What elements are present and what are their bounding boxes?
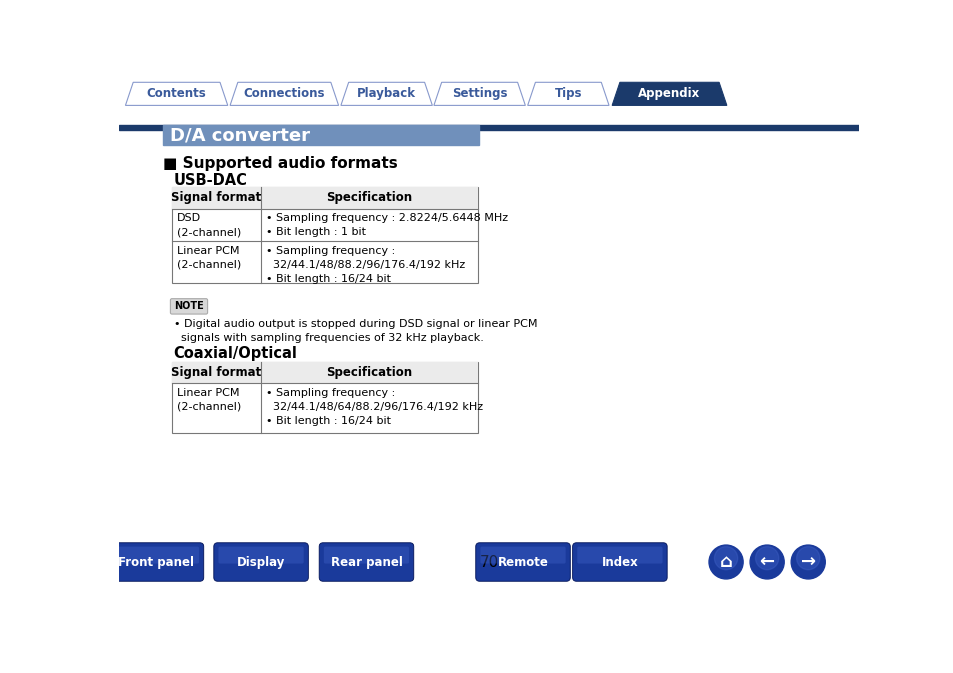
Text: • Sampling frequency :
  32/44.1/48/64/88.2/96/176.4/192 kHz
• Bit length : 16/2: • Sampling frequency : 32/44.1/48/64/88.… xyxy=(266,388,482,426)
Text: Specification: Specification xyxy=(326,366,413,379)
Text: Appendix: Appendix xyxy=(638,87,700,100)
Text: Playback: Playback xyxy=(356,87,416,100)
Text: Signal format: Signal format xyxy=(172,191,261,205)
Polygon shape xyxy=(340,82,432,106)
Polygon shape xyxy=(434,82,525,106)
FancyBboxPatch shape xyxy=(323,546,409,563)
FancyBboxPatch shape xyxy=(213,542,308,581)
Text: ←: ← xyxy=(759,553,774,571)
Text: Linear PCM
(2-channel): Linear PCM (2-channel) xyxy=(176,246,240,270)
Bar xyxy=(172,362,477,433)
Circle shape xyxy=(755,546,778,570)
Text: Display: Display xyxy=(236,555,285,569)
Circle shape xyxy=(796,546,819,570)
Text: Rear panel: Rear panel xyxy=(330,555,402,569)
Polygon shape xyxy=(612,82,726,106)
Text: Specification: Specification xyxy=(326,191,413,205)
Text: Contents: Contents xyxy=(147,87,206,100)
Text: D/A converter: D/A converter xyxy=(170,126,310,144)
Circle shape xyxy=(714,546,737,570)
Text: Tips: Tips xyxy=(554,87,581,100)
Text: Remote: Remote xyxy=(497,555,548,569)
Text: ⌂: ⌂ xyxy=(719,553,732,571)
Text: →: → xyxy=(800,553,815,571)
Polygon shape xyxy=(230,82,338,106)
Bar xyxy=(172,187,477,209)
FancyBboxPatch shape xyxy=(577,546,661,563)
FancyBboxPatch shape xyxy=(480,546,565,563)
Text: Index: Index xyxy=(601,555,638,569)
FancyBboxPatch shape xyxy=(218,546,303,563)
Circle shape xyxy=(790,545,824,579)
Text: Front panel: Front panel xyxy=(118,555,194,569)
FancyBboxPatch shape xyxy=(319,542,414,581)
Text: NOTE: NOTE xyxy=(174,302,204,312)
Polygon shape xyxy=(125,82,228,106)
FancyBboxPatch shape xyxy=(572,542,666,581)
Bar xyxy=(172,187,477,283)
Bar xyxy=(163,125,478,145)
Text: DSD
(2-channel): DSD (2-channel) xyxy=(176,213,240,237)
Polygon shape xyxy=(527,82,608,106)
Text: • Sampling frequency :
  32/44.1/48/88.2/96/176.4/192 kHz
• Bit length : 16/24 b: • Sampling frequency : 32/44.1/48/88.2/9… xyxy=(266,246,464,283)
Text: Linear PCM
(2-channel): Linear PCM (2-channel) xyxy=(176,388,240,412)
Text: Coaxial/Optical: Coaxial/Optical xyxy=(173,347,297,361)
Circle shape xyxy=(749,545,783,579)
Bar xyxy=(119,125,858,130)
Text: Signal format: Signal format xyxy=(172,366,261,379)
FancyBboxPatch shape xyxy=(113,546,199,563)
Circle shape xyxy=(708,545,742,579)
Text: Settings: Settings xyxy=(452,87,507,100)
Text: Connections: Connections xyxy=(243,87,325,100)
Text: • Digital audio output is stopped during DSD signal or linear PCM
  signals with: • Digital audio output is stopped during… xyxy=(174,320,537,343)
Text: 70: 70 xyxy=(478,555,498,569)
Text: ■ Supported audio formats: ■ Supported audio formats xyxy=(163,156,397,171)
FancyBboxPatch shape xyxy=(476,542,570,581)
Text: USB-DAC: USB-DAC xyxy=(173,173,247,188)
Text: • Sampling frequency : 2.8224/5.6448 MHz
• Bit length : 1 bit: • Sampling frequency : 2.8224/5.6448 MHz… xyxy=(266,213,507,237)
FancyBboxPatch shape xyxy=(109,542,204,581)
Bar xyxy=(172,362,477,384)
FancyBboxPatch shape xyxy=(171,299,208,314)
